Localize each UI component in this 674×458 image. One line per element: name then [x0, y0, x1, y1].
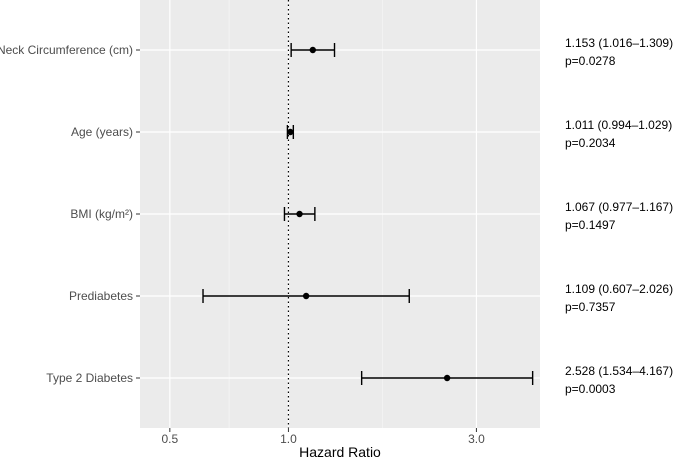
data-marks: [202, 43, 534, 385]
row-label: Neck Circumference (cm): [0, 43, 133, 57]
ci-annotation: 1.011 (0.994–1.029): [565, 118, 672, 132]
p-value-annotation: p=0.1497: [565, 218, 616, 232]
row-label: Age (years): [71, 125, 133, 139]
x-axis-ticks: 0.5 1.0 3.0: [161, 428, 485, 446]
x-tick-label: 1.0: [280, 432, 297, 446]
ci-annotation: 1.153 (1.016–1.309): [565, 36, 673, 50]
p-value-annotation: p=0.0278: [565, 54, 616, 68]
ci-annotation: 1.067 (0.977–1.167): [565, 200, 673, 214]
p-value-annotation: p=0.7357: [565, 300, 616, 314]
annotations: 1.153 (1.016–1.309) p=0.0278 1.011 (0.994–…: [565, 36, 673, 396]
ci-annotation: 1.109 (0.607–2.026): [565, 282, 673, 296]
p-value-annotation: p=0.2034: [565, 136, 616, 150]
row-label: Prediabetes: [69, 289, 133, 303]
hazard-ratio-point: [296, 210, 303, 218]
row-label: BMI (kg/m²): [70, 207, 133, 221]
p-value-annotation: p=0.0003: [565, 382, 616, 396]
hazard-ratio-point: [309, 46, 316, 54]
hazard-ratio-point: [287, 128, 294, 136]
hazard-ratio-point: [302, 292, 310, 300]
hazard-ratio-point: [443, 374, 451, 382]
x-tick-label: 3.0: [468, 432, 485, 446]
row-labels: Neck Circumference (cm) Age (years) BMI (k…: [0, 43, 140, 385]
x-tick-label: 0.5: [161, 432, 178, 446]
row-label: Type 2 Diabetes: [46, 371, 133, 385]
ci-annotation: 2.528 (1.534–4.167): [565, 364, 673, 378]
x-axis-title: Hazard Ratio: [299, 444, 381, 458]
